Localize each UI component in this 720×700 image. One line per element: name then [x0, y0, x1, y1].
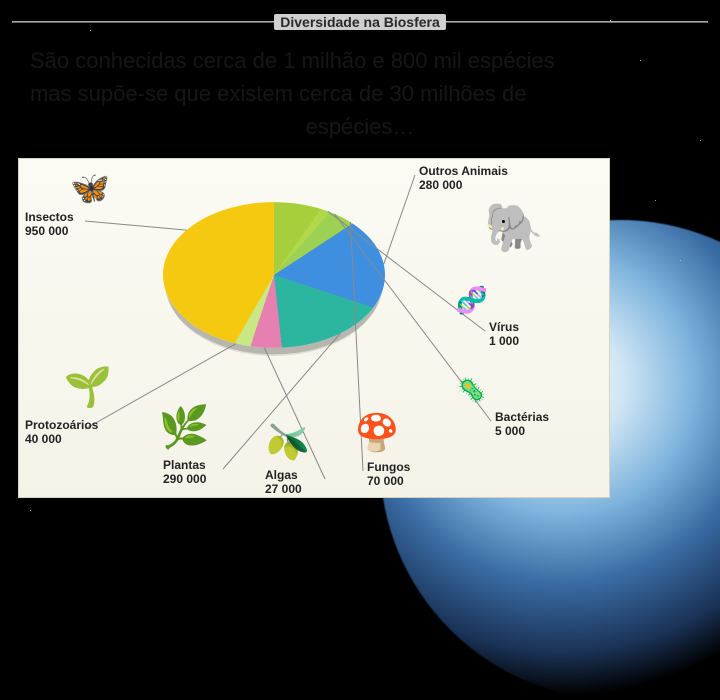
insectos-icon: 🦋	[61, 167, 119, 209]
callout-outros_animais: Outros Animais280 000	[419, 165, 508, 193]
callout-label: Vírus	[489, 321, 519, 335]
star	[655, 200, 656, 201]
callout-value: 27 000	[265, 483, 302, 497]
callout-value: 950 000	[25, 225, 74, 239]
callout-value: 5 000	[495, 425, 549, 439]
callout-value: 1 000	[489, 335, 519, 349]
callout-label: Insectos	[25, 211, 74, 225]
intro-line-3: espécies…	[30, 110, 690, 143]
callout-fungos: Fungos70 000	[367, 461, 410, 489]
callout-virus: Vírus1 000	[489, 321, 519, 349]
plantas-icon: 🌿	[155, 401, 213, 455]
virus-icon: 🧬	[455, 283, 489, 317]
star	[680, 260, 681, 261]
star	[30, 510, 31, 511]
intro-line-2: mas supõe-se que existem cerca de 30 mil…	[30, 77, 690, 110]
species-pie-chart: Insectos950 000 Outros Animais280 000 Plan…	[18, 158, 610, 498]
callout-label: Fungos	[367, 461, 410, 475]
protozoarios-icon: 🌱	[59, 361, 117, 413]
pie-body	[163, 202, 385, 348]
callout-value: 280 000	[419, 179, 508, 193]
callout-label: Protozoários	[25, 419, 98, 433]
callout-algas: Algas27 000	[265, 469, 302, 497]
callout-label: Bactérias	[495, 411, 549, 425]
callout-insectos: Insectos950 000	[25, 211, 74, 239]
bacterias-icon: 🦠	[449, 375, 495, 405]
leader-insectos	[85, 221, 187, 230]
callout-value: 290 000	[163, 473, 206, 487]
intro-line-1: São conhecidas cerca de 1 milhão e 800 m…	[30, 44, 690, 77]
algas-icon: 🫒	[267, 419, 309, 465]
callout-value: 40 000	[25, 433, 98, 447]
callout-plantas: Plantas290 000	[163, 459, 206, 487]
header-rule-left	[12, 21, 274, 23]
outros_animais-icon: 🐘	[471, 195, 557, 259]
header-bar: Diversidade na Biosfera	[12, 11, 708, 33]
callout-label: Plantas	[163, 459, 206, 473]
star	[700, 140, 701, 141]
leader-outros_animais	[384, 175, 415, 264]
callout-value: 70 000	[367, 475, 410, 489]
callout-bacterias: Bactérias5 000	[495, 411, 549, 439]
intro-text: São conhecidas cerca de 1 milhão e 800 m…	[30, 44, 690, 143]
callout-protozoarios: Protozoários40 000	[25, 419, 98, 447]
callout-label: Outros Animais	[419, 165, 508, 179]
page-title: Diversidade na Biosfera	[274, 14, 446, 30]
fungos-icon: 🍄	[349, 409, 405, 457]
header-rule-right	[446, 21, 708, 23]
callout-label: Algas	[265, 469, 302, 483]
